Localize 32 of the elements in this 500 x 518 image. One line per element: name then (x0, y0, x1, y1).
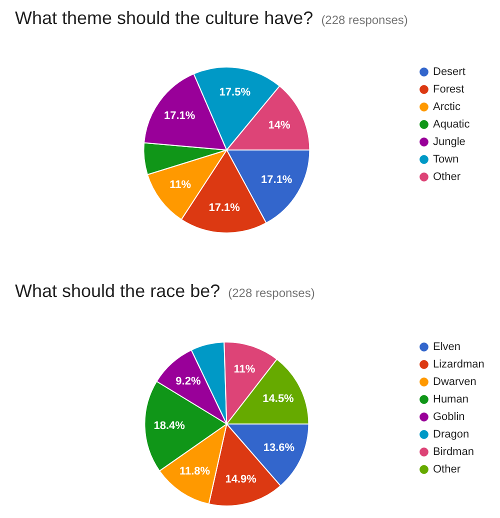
data-label: 13.6% (263, 442, 295, 454)
legend-label: Lizardman (433, 358, 484, 371)
legend-label: Town (433, 154, 459, 166)
legend-label: Other (433, 171, 461, 184)
legend-label: Dragon (433, 428, 470, 441)
chart-title: What theme should the culture have? (15, 8, 314, 28)
legend-label: Jungle (433, 136, 466, 148)
legend-label: Desert (433, 66, 466, 78)
data-label: 17.5% (219, 86, 251, 99)
legend-label: Birdman (433, 446, 474, 458)
data-label: 18.4% (154, 420, 186, 432)
legend-label: Forest (433, 84, 464, 96)
data-label: 17.1% (164, 110, 196, 122)
chart-subtitle: (228 responses) (228, 286, 315, 300)
data-label: 14% (268, 119, 290, 132)
legend-label: Human (433, 394, 468, 406)
legend-label: Dwarven (433, 376, 476, 388)
data-label: 17.1% (261, 174, 292, 186)
data-label: 14.5% (262, 392, 294, 405)
data-label: 11% (234, 363, 256, 376)
data-label: 17.1% (208, 202, 240, 214)
chart-subtitle: (228 responses) (321, 13, 408, 27)
data-label: 11% (170, 179, 192, 192)
data-label: 9.2% (176, 375, 201, 388)
legend-label: Other (433, 464, 461, 476)
legend-label: Elven (433, 341, 461, 354)
legend-label: Arctic (433, 101, 461, 114)
legend-label: Goblin (433, 411, 465, 424)
data-label: 14.9% (225, 474, 257, 486)
data-label: 11.8% (179, 466, 210, 478)
chart-title: What should the race be? (15, 281, 220, 301)
legend-label: Aquatic (433, 118, 470, 131)
